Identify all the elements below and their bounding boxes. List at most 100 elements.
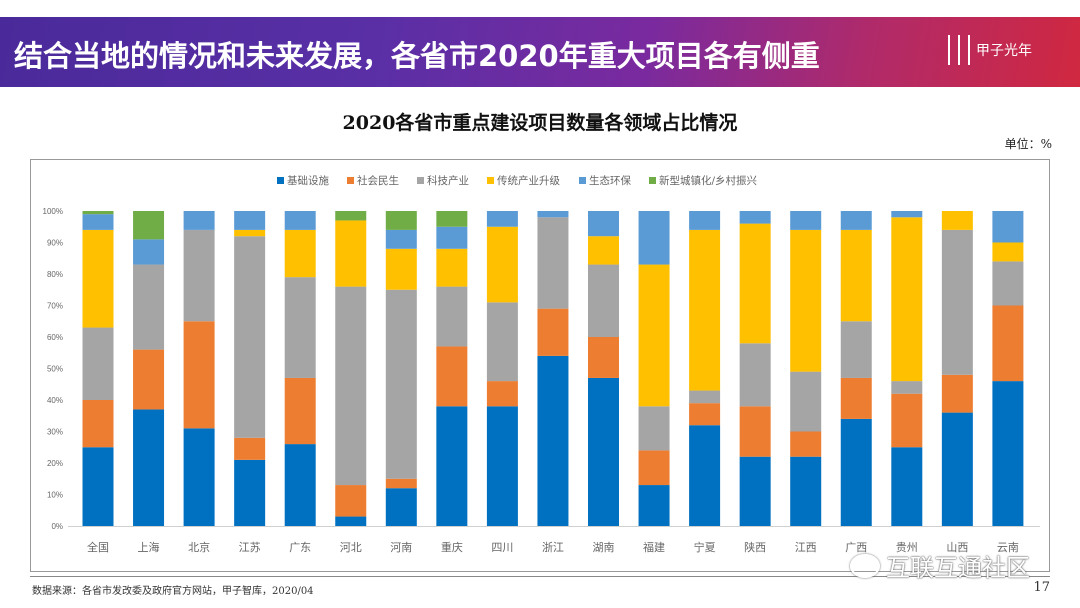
y-tick-label: 0% — [51, 522, 63, 531]
bar-segment — [234, 211, 266, 230]
bar-segment — [739, 456, 771, 526]
logo-mark-icon — [948, 35, 970, 65]
legend-swatch — [487, 177, 494, 184]
bar-segment — [335, 211, 367, 221]
bar-segment — [588, 337, 619, 378]
x-tick-label: 江西 — [795, 541, 817, 554]
bar-segment — [840, 211, 872, 230]
bar-segment — [335, 485, 367, 517]
legend-label: 传统产业升级 — [497, 174, 560, 187]
bar-segment — [992, 242, 1024, 262]
bar-segment — [739, 211, 771, 224]
bar-segment — [537, 308, 569, 356]
bar-segment — [840, 418, 872, 526]
x-tick-label: 北京 — [188, 540, 210, 554]
y-tick-label: 40% — [47, 396, 63, 405]
bar-segment — [82, 447, 114, 526]
bar-segment — [335, 286, 367, 486]
unit-label: 单位：% — [1004, 137, 1052, 151]
legend-swatch — [347, 177, 354, 184]
bar-segment — [234, 229, 266, 237]
logo-text: 甲子光年 — [976, 43, 1032, 59]
footer-divider — [30, 576, 1050, 577]
bar-segment — [335, 516, 367, 526]
x-tick-label: 湖南 — [593, 541, 615, 554]
bar-segment — [790, 456, 822, 526]
bar-segment — [385, 248, 417, 290]
x-tick-label: 全国 — [87, 540, 109, 554]
bar-segment — [537, 355, 569, 526]
legend-swatch — [417, 177, 424, 184]
bar-segment — [486, 211, 518, 227]
bar-segment — [739, 223, 771, 344]
bar-segment — [133, 264, 165, 350]
bar-segment — [486, 406, 518, 526]
bar-segment — [385, 211, 417, 230]
bar-segment — [790, 211, 822, 230]
bar-segment — [436, 286, 468, 347]
page-number: 17 — [1033, 580, 1050, 595]
bar-segment — [992, 261, 1024, 306]
bar-segment — [891, 447, 923, 526]
bar-segment — [82, 211, 114, 215]
x-tick-label: 重庆 — [441, 540, 463, 554]
y-tick-label: 70% — [47, 302, 63, 311]
bar-segment — [183, 229, 215, 322]
data-source: 数据来源：各省市发改委及政府官方网站，甲子智库，2020/04 — [32, 586, 314, 597]
bar-segment — [486, 226, 518, 303]
x-tick-label: 上海 — [138, 540, 160, 554]
bar-segment — [385, 478, 417, 489]
bar-segment — [284, 277, 316, 378]
bar-segment — [588, 236, 619, 265]
bar-segment — [638, 406, 670, 451]
bar-segment — [436, 346, 468, 407]
legend-label: 社会民生 — [357, 174, 399, 187]
bar-segment — [385, 488, 417, 526]
header-banner: 结合当地的情况和未来发展，各省市2020年重大项目各有侧重 甲子光年 — [0, 17, 1080, 87]
wechat-icon — [850, 553, 880, 578]
bar-segment — [284, 377, 316, 445]
bar-segment — [638, 264, 670, 407]
bar-segment — [234, 437, 266, 460]
bar-segment — [689, 229, 721, 391]
bar-segment — [284, 229, 316, 278]
bar-segment — [941, 229, 973, 375]
x-tick-label: 江苏 — [239, 541, 261, 554]
bar-segment — [992, 381, 1024, 526]
y-tick-label: 20% — [47, 459, 63, 468]
legend-label: 基础设施 — [287, 174, 329, 187]
legend-swatch — [277, 177, 284, 184]
bar-segment — [689, 211, 721, 230]
bar-segment — [133, 349, 165, 410]
bar-segment — [436, 226, 468, 249]
bar-segment — [941, 374, 973, 413]
chart-title: 2020各省市重点建设项目数量各领域占比情况 — [342, 112, 738, 134]
x-tick-label: 广东 — [289, 541, 311, 554]
x-tick-label: 贵州 — [896, 541, 918, 554]
watermark-text: 互联互通社区 — [886, 554, 1030, 582]
bar-segment — [689, 425, 721, 526]
bar-segment — [537, 217, 569, 309]
y-tick-label: 50% — [47, 365, 63, 374]
bar-segment — [840, 321, 872, 378]
x-tick-label: 山西 — [946, 541, 968, 554]
y-tick-label: 60% — [47, 333, 63, 342]
x-tick-label: 云南 — [997, 541, 1019, 554]
bar-segment — [992, 211, 1024, 243]
legend-swatch — [649, 177, 656, 184]
bar-segment — [739, 343, 771, 407]
bar-segment — [588, 377, 619, 526]
bar-segment — [133, 409, 165, 526]
y-tick-label: 100% — [43, 207, 63, 216]
bar-segment — [891, 381, 923, 394]
bar-segment — [638, 450, 670, 486]
y-tick-label: 90% — [47, 239, 63, 248]
legend-label: 生态环保 — [589, 174, 631, 187]
bar-segment — [689, 390, 721, 404]
logo: 甲子光年 — [948, 35, 1032, 65]
bar-segment — [183, 211, 215, 230]
bar-segment — [284, 211, 316, 230]
y-tick-label: 30% — [47, 428, 63, 437]
y-tick-label: 10% — [47, 491, 63, 500]
bar-segment — [385, 229, 417, 249]
